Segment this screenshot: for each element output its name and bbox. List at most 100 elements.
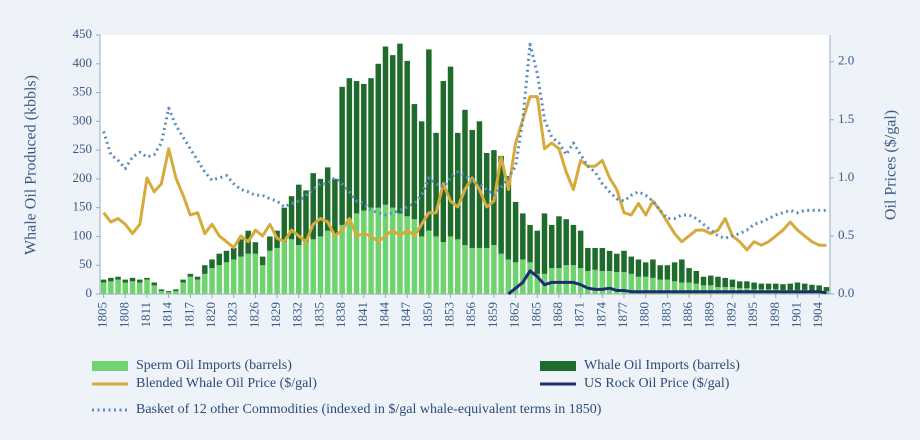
bar [787,283,793,290]
x-tick-label: 1832 [290,302,305,328]
bar [577,268,584,294]
bar [635,259,642,277]
bar [122,279,129,283]
bar [628,256,634,274]
bar [498,155,504,254]
bar [303,190,309,243]
bar [707,275,714,286]
bar [794,282,801,290]
bar [187,276,194,294]
bar [122,282,129,294]
y-tick-label: 300 [73,112,93,127]
bar [158,289,165,292]
bar [592,247,598,270]
bar [194,276,201,280]
bar [144,279,150,294]
legend-label: US Rock Oil Price ($/gal) [584,376,730,391]
bar [194,279,201,294]
x-tick-label: 1838 [333,302,348,328]
bar [346,78,353,220]
bar [223,262,230,294]
bar [498,253,504,294]
bar [751,282,757,290]
bar [469,247,475,294]
bar [693,283,700,294]
bar [144,277,150,280]
x-tick-label: 1868 [550,302,565,328]
bar [650,259,656,278]
bar [317,236,324,294]
bar [700,285,707,294]
bar [563,219,569,266]
bar [606,250,613,271]
y-tick-label: 200 [73,170,93,185]
x-tick-label: 1835 [311,302,326,328]
bar [455,132,461,240]
bar [332,178,338,234]
bar [108,281,114,294]
bar [324,230,331,294]
bar [332,233,338,294]
bar [512,201,519,263]
bar [339,86,345,225]
bar [657,265,663,280]
bar [483,152,490,248]
bar [621,250,627,273]
bar [216,265,223,294]
bar [209,259,215,269]
bar [259,256,266,266]
bar [447,236,454,294]
y-tick-label: 250 [73,141,93,156]
bar [368,78,374,208]
bar [556,216,562,269]
bar [100,279,107,283]
bar [288,196,295,240]
bar [686,282,692,294]
x-tick-label: 1829 [268,302,283,328]
bar [129,277,136,282]
bar [664,265,671,280]
y-tick-label: 150 [73,199,93,214]
bar [165,291,172,293]
bar [418,121,425,237]
y2-tick-label: 0.0 [838,285,854,300]
bar [252,242,259,254]
bar [679,259,685,283]
y-tick-label: 100 [73,227,93,242]
legend-label: Basket of 12 other Commodities (indexed … [136,402,602,417]
x-tick-label: 1880 [637,302,652,328]
bar [404,216,410,294]
bar [469,129,475,248]
bar [700,276,707,286]
bar [664,279,671,294]
bar [715,276,721,288]
y-tick-label: 350 [73,84,93,99]
bar [780,284,786,290]
bar [592,269,598,294]
bar [635,276,642,294]
bar [361,210,367,294]
bar [382,204,389,294]
bar [259,265,266,294]
bar [628,273,634,294]
legend-swatch [92,361,128,371]
bar [599,270,606,294]
bar [520,259,526,294]
bar [238,256,244,294]
bar [230,259,237,294]
bar [570,265,577,294]
x-tick-label: 1805 [95,302,110,328]
bar [693,270,700,284]
bar [180,279,186,283]
bar [230,247,237,260]
bar [462,109,468,246]
bar [303,242,309,294]
bar [614,253,620,273]
y-axis-label: Whale Oil Produced (kbbls) [23,75,40,255]
bar [722,277,728,288]
bar [368,207,374,294]
x-tick-label: 1847 [398,302,413,329]
x-tick-label: 1898 [767,302,782,328]
x-tick-label: 1901 [788,302,803,328]
bar [520,213,526,260]
